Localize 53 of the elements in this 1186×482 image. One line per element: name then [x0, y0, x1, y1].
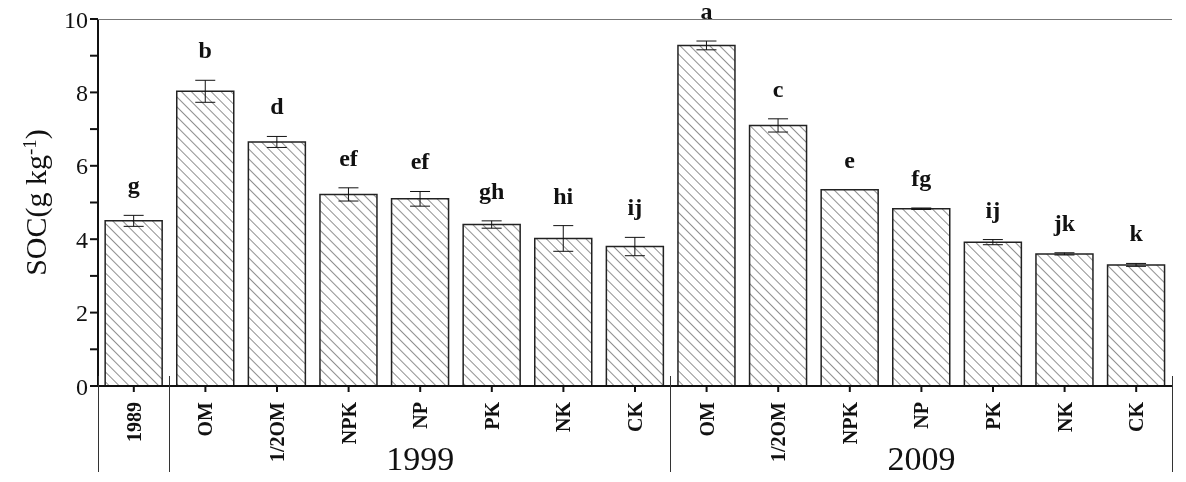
y-tick-label: 4 [76, 226, 88, 253]
data-label: b [198, 37, 212, 64]
y-tick-label: 8 [76, 79, 88, 106]
x-tick-label: NPK [337, 401, 360, 445]
x-tick-label: NK [1053, 401, 1076, 432]
x-tick-label: 1989 [122, 402, 145, 442]
data-label: d [270, 93, 285, 120]
y-tick-label: 2 [76, 300, 88, 327]
bar [104, 220, 163, 386]
x-tick-label: 1/2OM [266, 401, 288, 462]
data-label: g [127, 172, 140, 199]
text: 1999 [385, 440, 456, 478]
x-tick-label: NPK [838, 401, 861, 445]
data-label: ef [410, 148, 431, 175]
bar [892, 207, 951, 386]
x-tick-label: NP [910, 402, 933, 429]
bar [462, 223, 521, 386]
x-tick-label: 1/2OM [767, 401, 790, 462]
y-tick-label: 0 [76, 373, 88, 400]
bar [247, 141, 307, 386]
data-label: gh [478, 177, 505, 204]
x-tick-label: NK [552, 401, 575, 432]
x-tick-label: NP [409, 402, 432, 429]
bar [319, 193, 378, 386]
data-label: jk [1052, 209, 1076, 236]
y-tick-label: 6 [76, 153, 88, 180]
x-tick-label: CK [1125, 401, 1148, 432]
data-label: k [1129, 220, 1144, 247]
bar [1106, 264, 1166, 386]
data-label: c [772, 75, 784, 102]
data-label: ef [339, 144, 359, 171]
bar [748, 124, 808, 386]
bar [1035, 253, 1094, 386]
bar [534, 237, 593, 386]
data-label: a [700, 0, 713, 25]
bar [605, 245, 665, 386]
data-label: e [844, 146, 856, 173]
x-tick-label: OM [695, 401, 718, 437]
bar [677, 44, 736, 386]
data-label: ij [985, 196, 1001, 223]
x-tick-label: PK [982, 401, 1004, 430]
data-label: hi [553, 182, 574, 209]
bar [963, 241, 1023, 386]
data-label: ij [627, 194, 643, 221]
bar [390, 198, 450, 386]
x-tick-label: OM [194, 401, 217, 437]
bar [176, 90, 235, 386]
data-label: fg [911, 165, 932, 192]
x-tick-label: CK [624, 401, 646, 432]
x-tick-label: PK [480, 401, 503, 430]
text: 2009 [886, 440, 957, 478]
bar [820, 188, 879, 386]
y-tick-label: 10 [64, 6, 88, 33]
